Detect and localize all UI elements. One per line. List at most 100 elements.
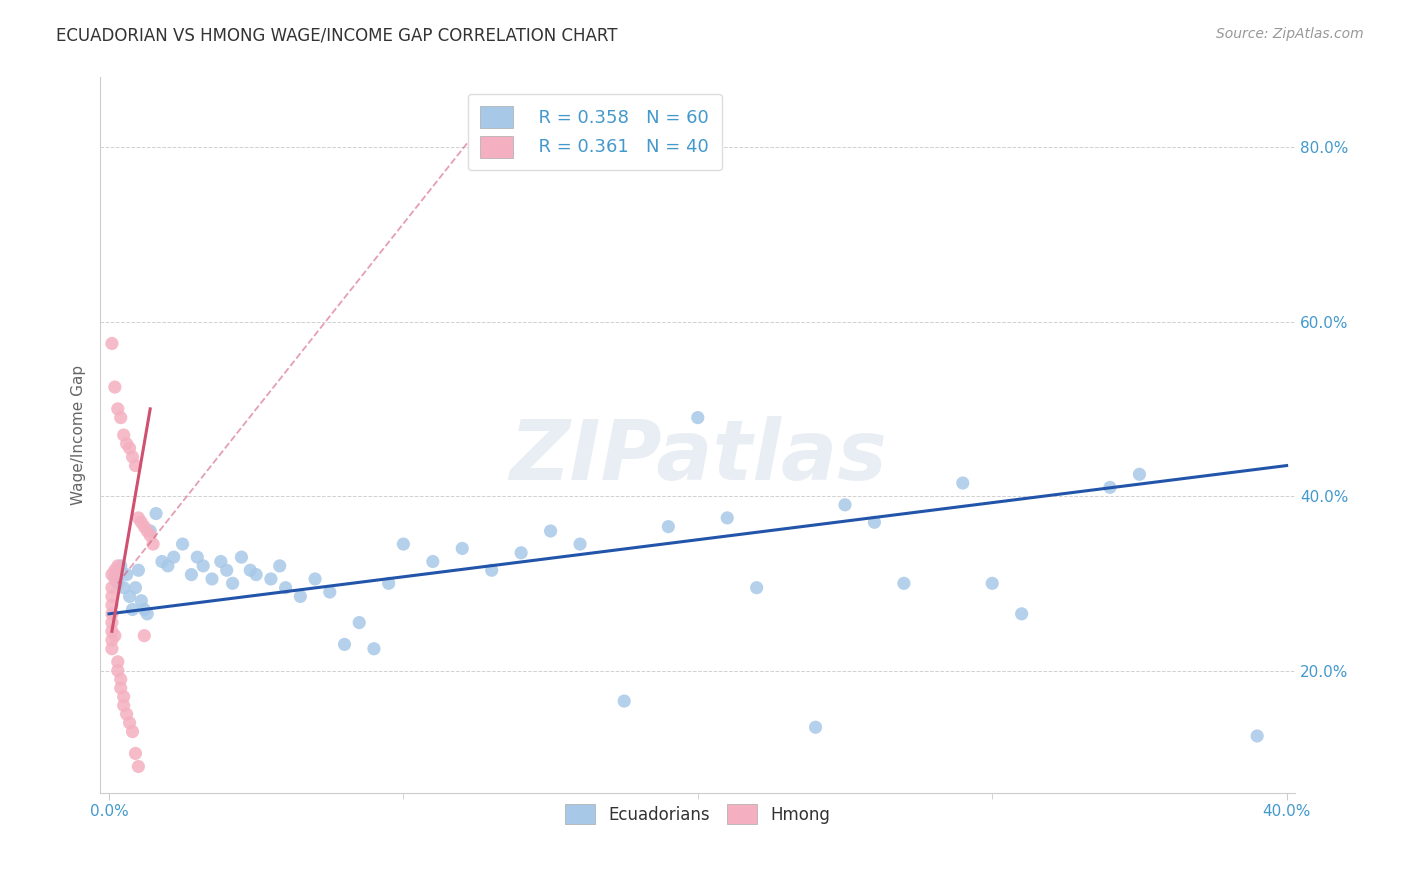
Point [124, 747, 146, 761]
Point [101, 615, 124, 630]
Point [101, 607, 124, 621]
Text: ZIPatlas: ZIPatlas [509, 416, 887, 497]
Point [201, 572, 224, 586]
Point [110, 410, 132, 425]
Point [115, 707, 138, 722]
Point [1246, 729, 1268, 743]
Point [139, 524, 162, 538]
Point [104, 572, 127, 586]
Point [392, 537, 415, 551]
Text: Source: ZipAtlas.com: Source: ZipAtlas.com [1216, 27, 1364, 41]
Point [333, 637, 356, 651]
Point [118, 590, 141, 604]
Point [101, 336, 124, 351]
Point [180, 567, 202, 582]
Point [104, 563, 127, 577]
Point [107, 664, 129, 678]
Point [118, 715, 141, 730]
Point [209, 555, 232, 569]
Point [231, 550, 253, 565]
Point [239, 563, 262, 577]
Point [186, 550, 208, 565]
Point [131, 516, 153, 530]
Point [422, 555, 444, 569]
Point [274, 581, 297, 595]
Point [1128, 467, 1150, 482]
Point [104, 629, 127, 643]
Point [112, 698, 135, 713]
Point [134, 602, 156, 616]
Point [101, 633, 124, 648]
Point [804, 720, 827, 734]
Point [112, 581, 135, 595]
Point [260, 572, 283, 586]
Point [540, 524, 562, 538]
Point [745, 581, 768, 595]
Point [1011, 607, 1033, 621]
Point [107, 558, 129, 573]
Point [101, 567, 124, 582]
Point [172, 537, 194, 551]
Point [110, 681, 132, 695]
Point [131, 594, 153, 608]
Point [104, 567, 127, 582]
Point [134, 629, 156, 643]
Point [304, 572, 326, 586]
Point [893, 576, 915, 591]
Point [121, 602, 143, 616]
Point [569, 537, 592, 551]
Legend: Ecuadorians, Hmong: Ecuadorians, Hmong [555, 794, 841, 834]
Point [101, 581, 124, 595]
Point [101, 598, 124, 612]
Point [127, 759, 149, 773]
Point [156, 558, 179, 573]
Point [863, 516, 886, 530]
Point [121, 450, 143, 464]
Point [142, 537, 165, 551]
Point [319, 585, 342, 599]
Point [115, 436, 138, 450]
Point [101, 641, 124, 656]
Point [107, 655, 129, 669]
Point [613, 694, 636, 708]
Point [101, 624, 124, 639]
Point [127, 511, 149, 525]
Point [104, 380, 127, 394]
Point [136, 607, 159, 621]
Point [127, 563, 149, 577]
Point [118, 441, 141, 455]
Point [686, 410, 709, 425]
Point [145, 507, 167, 521]
Point [290, 590, 312, 604]
Point [110, 558, 132, 573]
Point [115, 567, 138, 582]
Point [245, 567, 267, 582]
Point [163, 550, 186, 565]
Point [215, 563, 238, 577]
Point [193, 558, 215, 573]
Point [363, 641, 385, 656]
Point [510, 546, 533, 560]
Point [451, 541, 474, 556]
Point [101, 590, 124, 604]
Point [716, 511, 738, 525]
Point [221, 576, 243, 591]
Point [110, 673, 132, 687]
Point [347, 615, 370, 630]
Point [481, 563, 503, 577]
Point [657, 519, 679, 533]
Point [139, 528, 162, 542]
Y-axis label: Wage/Income Gap: Wage/Income Gap [72, 365, 86, 505]
Point [136, 524, 159, 538]
Text: ECUADORIAN VS HMONG WAGE/INCOME GAP CORRELATION CHART: ECUADORIAN VS HMONG WAGE/INCOME GAP CORR… [56, 27, 617, 45]
Point [269, 558, 291, 573]
Point [981, 576, 1004, 591]
Point [952, 476, 974, 491]
Point [124, 458, 146, 473]
Point [124, 581, 146, 595]
Point [121, 724, 143, 739]
Point [107, 401, 129, 416]
Point [107, 576, 129, 591]
Point [150, 555, 173, 569]
Point [112, 428, 135, 442]
